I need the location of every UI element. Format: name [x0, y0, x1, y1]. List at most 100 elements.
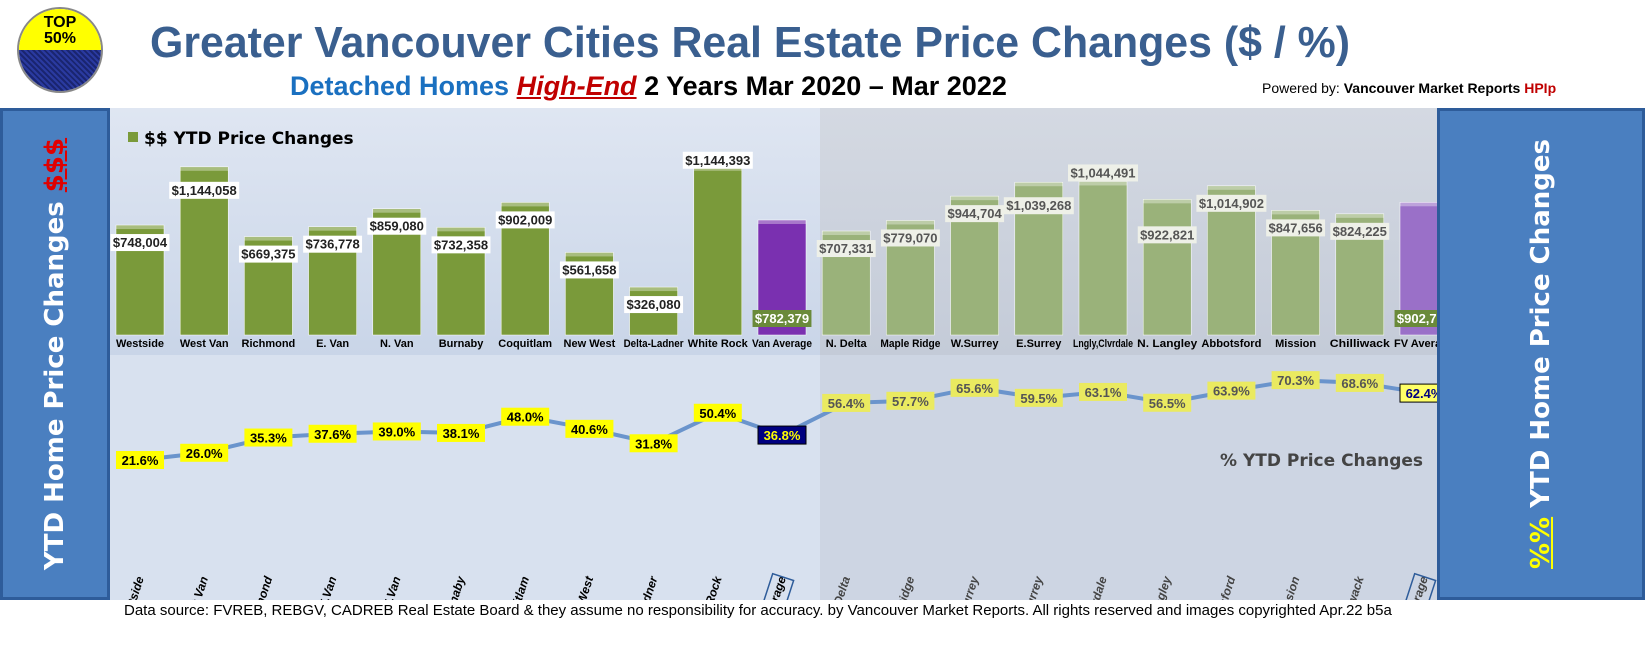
bar-category-label: E.Surrey	[1016, 338, 1062, 350]
powered-name: Vancouver Market Reports	[1343, 80, 1525, 96]
bar-value-label: $922,821	[1140, 227, 1194, 242]
line-point-label-bg	[1079, 382, 1127, 401]
line-point-label-bg	[1271, 371, 1320, 390]
bar-highlight	[116, 225, 164, 230]
line-point-label-bg	[950, 378, 999, 397]
bar-value-label: $669,375	[241, 247, 295, 262]
bar-label-bg	[110, 234, 170, 252]
line-point-label: 59.5%	[1020, 391, 1057, 406]
bar-value-label: $732,358	[434, 237, 488, 252]
left-panel-accent: $$$	[40, 137, 70, 193]
line-point-label: 31.8%	[635, 436, 672, 451]
bar-category-label: N. Van	[380, 338, 414, 350]
bar-highlight	[1014, 182, 1063, 187]
line-point-label-bg	[1207, 381, 1256, 400]
bar-category-label: Westside	[116, 338, 164, 350]
line-point-label-bg	[501, 407, 550, 426]
line-point-label-bg	[308, 424, 357, 443]
bar-label-bg	[752, 310, 812, 327]
bar-value-label: $561,658	[562, 262, 616, 277]
bar-category-label: E. Van	[316, 338, 349, 350]
bar-category-label: Burnaby	[439, 338, 485, 350]
bar-label-bg	[1196, 194, 1267, 212]
bar-category-label: Richmond	[242, 338, 296, 350]
bar-label-bg	[303, 235, 363, 253]
line-point-label: 63.9%	[1213, 384, 1250, 399]
right-panel: %% YTD Home Price Changes	[1437, 108, 1645, 600]
line-point-label: 21.6%	[122, 453, 159, 468]
line-point-label: 63.1%	[1085, 385, 1122, 400]
bar-label-bg	[945, 205, 1005, 223]
line-point-label-bg	[1014, 388, 1063, 407]
bar-highlight	[180, 166, 229, 171]
bar-category-label: Van Average	[752, 338, 812, 350]
bar-value-label: $1,144,393	[685, 153, 750, 168]
bar	[1142, 199, 1192, 336]
bar-category-label: N. Langley	[1137, 338, 1198, 350]
bar	[693, 166, 743, 336]
powered-by: Powered by: Vancouver Market Reports HPI…	[1262, 80, 1556, 96]
bar-category-label: Maple Ridge	[880, 338, 940, 350]
bar-label-bg	[1266, 219, 1326, 237]
line-point-label: 48.0%	[507, 410, 544, 425]
bar-value-label: $902,009	[498, 212, 552, 227]
line-point-label: 26.0%	[186, 446, 223, 461]
line-point-label-bg	[244, 428, 293, 447]
bar-highlight	[629, 287, 678, 292]
bar-category-label: FV Average	[1394, 338, 1437, 350]
line-point-label-bg	[116, 451, 164, 469]
line-point-label: 36.8%	[764, 428, 801, 443]
line-point-label: 39.0%	[378, 424, 415, 439]
bar-category-label: Abbotsford	[1201, 338, 1261, 350]
bar-value-label: $736,778	[305, 237, 359, 252]
bar-value-label: $326,080	[626, 297, 680, 312]
bar-label-bg	[495, 211, 555, 229]
line-point-label-bg	[180, 443, 229, 462]
line-point-label-bg	[822, 393, 871, 412]
bar-highlight	[1207, 185, 1256, 190]
bar-label-bg	[816, 240, 876, 258]
bar-category-label: West Van	[180, 338, 229, 350]
bar-label-bg	[1137, 226, 1197, 244]
average-label-box	[742, 572, 795, 600]
line-point-label: 38.1%	[443, 426, 480, 441]
line-bg-van	[110, 355, 820, 600]
bar-category-label: Coquitlam	[498, 338, 552, 350]
badge-line1: TOP	[43, 14, 77, 31]
bar-highlight	[437, 227, 485, 232]
chart-area: $$ YTD Price Changes % YTD Price Changes…	[110, 108, 1437, 600]
bar-value-label: $779,070	[883, 230, 937, 245]
bar-label-bg	[624, 296, 684, 314]
bar-value-label: $1,014,902	[1199, 196, 1264, 211]
bar-highlight	[822, 231, 871, 236]
bar-category-label: New West	[564, 338, 616, 350]
bar-highlight	[886, 220, 935, 225]
bar-label-bg	[1394, 310, 1437, 327]
bar-highlight	[1143, 199, 1192, 204]
bar-value-label: $1,039,268	[1006, 198, 1071, 213]
bar-category-label: Lngly,Clvrdale	[1073, 338, 1133, 350]
line-point-label: 50.4%	[699, 406, 736, 421]
average-label-box	[1384, 572, 1437, 600]
bar-label-bg	[367, 217, 427, 235]
line-point-label-bg	[1399, 383, 1437, 403]
line-chart-title: % YTD Price Changes	[1220, 451, 1423, 471]
footer-source: Data source: FVREB, REBGV, CADREB Real E…	[124, 602, 1392, 619]
bar-highlight	[1335, 213, 1384, 218]
bar-highlight	[693, 166, 742, 171]
right-panel-text: YTD Home Price Changes	[1526, 138, 1556, 517]
bar-label-bg	[682, 151, 753, 169]
bar-category-label: Delta-Ladner	[624, 338, 685, 350]
bar-category-label: Mission	[1275, 338, 1316, 350]
line-point-label-bg	[693, 403, 742, 422]
bar-label-bg	[169, 181, 240, 199]
bar-category-label: N. Delta	[826, 338, 868, 350]
line-point-label: 62.4%	[1406, 386, 1437, 401]
bar-value-label: $859,080	[370, 219, 424, 234]
line-point-label: 65.6%	[956, 381, 993, 396]
line-point-label-bg	[1335, 373, 1384, 392]
bar-value-label: $707,331	[819, 241, 873, 256]
bar-highlight	[308, 226, 357, 231]
line-point-label: 57.7%	[892, 394, 929, 409]
bar-value-label: $847,656	[1268, 220, 1322, 235]
